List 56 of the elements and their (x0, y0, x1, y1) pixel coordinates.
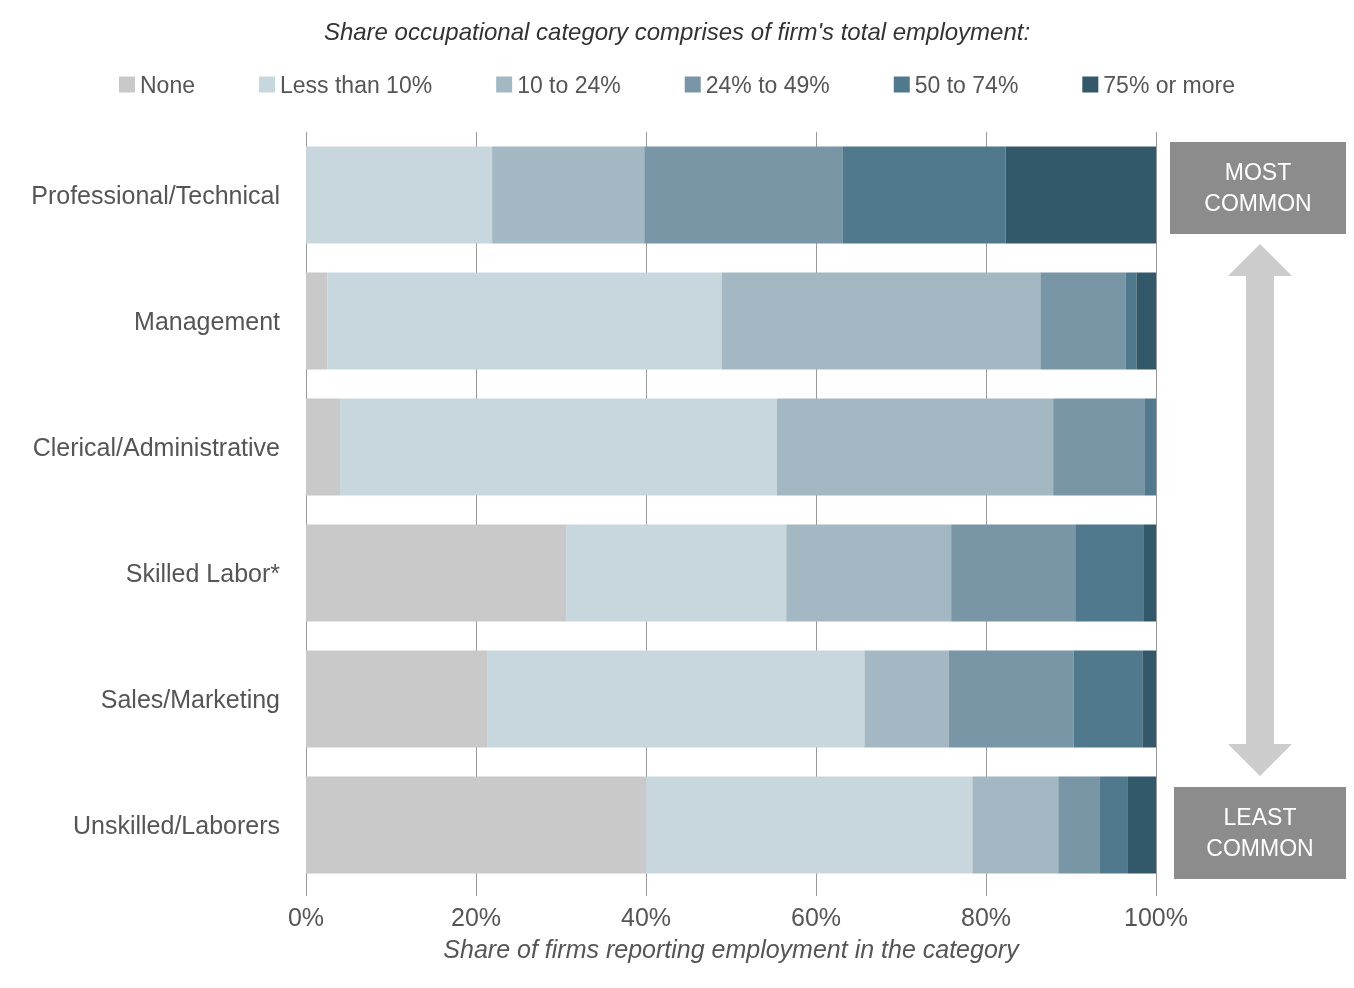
bar (306, 524, 567, 622)
bar (864, 650, 949, 748)
bar (487, 650, 865, 748)
bar (327, 272, 722, 370)
bar (1053, 398, 1145, 496)
y-tick-label: Professional/Technical (31, 181, 280, 209)
bar (948, 650, 1074, 748)
bar (1058, 776, 1100, 874)
bar (1142, 650, 1156, 748)
bar (1099, 776, 1128, 874)
y-tick-label: Management (134, 307, 281, 335)
bar (786, 524, 952, 622)
bar (492, 146, 645, 244)
legend-label: 75% or more (1103, 71, 1236, 98)
bar (1144, 398, 1156, 496)
bar (1136, 272, 1156, 370)
x-axis-title: Share of firms reporting employment in the category (443, 934, 1021, 963)
bar (306, 776, 646, 874)
bar (1005, 146, 1156, 244)
bar (1073, 650, 1143, 748)
legend-label: None (140, 71, 195, 98)
x-tick-label: 60% (790, 902, 842, 931)
bar (951, 524, 1076, 622)
bar (306, 650, 488, 748)
bar (842, 146, 1006, 244)
y-tick-label: Skilled Labor* (125, 559, 281, 587)
bar (306, 146, 493, 244)
y-tick-label: Unskilled/Laborers (72, 811, 280, 839)
bar (972, 776, 1059, 874)
bar (1125, 272, 1137, 370)
bar (340, 398, 777, 496)
x-tick-label: 20% (450, 902, 502, 931)
bar (776, 398, 1054, 496)
y-tick-label: Sales/Marketing (100, 685, 280, 713)
bar (1040, 272, 1126, 370)
bar (306, 272, 328, 370)
x-tick-label: 80% (960, 902, 1012, 931)
x-tick-label: 100% (1124, 902, 1188, 931)
y-tick-label: Clerical/Administrative (32, 433, 280, 461)
text: LEAST COMMON (1174, 787, 1346, 879)
chart-title: Share occupational category comprises of firm's total employment: (323, 17, 1031, 45)
x-tick-label: 40% (620, 902, 672, 931)
x-tick-label: 0% (287, 902, 325, 931)
legend-label: 50 to 74% (914, 71, 1019, 98)
bar (721, 272, 1041, 370)
bar (646, 776, 973, 874)
bar (1127, 776, 1156, 874)
text: MOST COMMON (1170, 142, 1346, 234)
legend-label: Less than 10% (279, 71, 433, 98)
legend-label: 10 to 24% (517, 71, 621, 98)
bar (566, 524, 787, 622)
bar (306, 398, 340, 496)
bar (1143, 524, 1156, 622)
legend-label: 24% to 49% (705, 71, 830, 98)
bar (1075, 524, 1144, 622)
bar (644, 146, 843, 244)
